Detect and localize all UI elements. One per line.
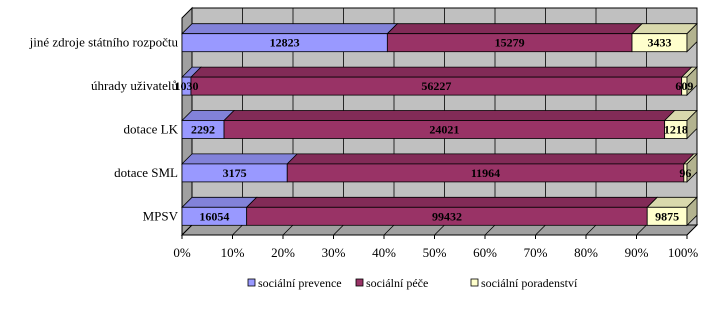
data-labels: 12823 15279 3433 1030 56227 609 2292 24021 1218 3… bbox=[174, 36, 693, 224]
data-label: 99432 bbox=[432, 209, 462, 223]
bar-end-face bbox=[686, 109, 698, 140]
data-label: 3433 bbox=[648, 36, 672, 50]
floor-gridline bbox=[535, 224, 546, 236]
x-tick-label: 50% bbox=[423, 245, 447, 260]
data-label: 11964 bbox=[471, 166, 500, 180]
floor-gridline bbox=[636, 224, 647, 236]
legend-item: sociální poradenství bbox=[470, 276, 578, 290]
data-label: 1218 bbox=[664, 123, 688, 137]
bar-segment-top bbox=[223, 110, 676, 121]
category-label: MPSV bbox=[143, 208, 179, 223]
x-tick-label: 70% bbox=[524, 245, 548, 260]
bar-segment-top bbox=[181, 153, 299, 165]
legend-label: sociální poradenství bbox=[481, 276, 578, 290]
data-label: 609 bbox=[675, 79, 693, 93]
data-label: 56227 bbox=[421, 79, 451, 93]
x-tick-label: 60% bbox=[473, 245, 497, 260]
category-labels: jiné zdroje státního rozpočtu úhrady uživ… bbox=[29, 35, 179, 224]
legend-item: sociální prevence bbox=[247, 276, 342, 290]
bar-segment-top bbox=[245, 196, 659, 208]
legend-swatch bbox=[470, 278, 479, 287]
floor-gridline bbox=[686, 224, 698, 236]
legend-swatch bbox=[355, 278, 364, 287]
bar-end-face bbox=[686, 22, 698, 53]
bar-end-face bbox=[686, 196, 698, 227]
legend-label: sociální prevence bbox=[258, 276, 342, 290]
floor-gridline bbox=[333, 224, 344, 236]
category-label: dotace SML bbox=[114, 165, 178, 180]
floor-gridline bbox=[383, 224, 395, 236]
category-label: jiné zdroje státního rozpočtu bbox=[29, 35, 179, 50]
bar-end-face bbox=[686, 66, 698, 97]
bar-segment-top bbox=[181, 196, 258, 208]
x-axis-tick-labels: 0% 10% 20% 30% 40% 50% 60% 70% 80% 90% 100% bbox=[173, 245, 698, 260]
x-tick-label: 100% bbox=[668, 245, 699, 260]
x-tick-label: 0% bbox=[173, 245, 191, 260]
floor-gridline bbox=[484, 224, 496, 236]
floor-gridline bbox=[282, 224, 294, 236]
data-label: 96 bbox=[679, 166, 691, 180]
x-tick-label: 10% bbox=[221, 245, 245, 260]
data-label: 2292 bbox=[191, 123, 215, 137]
data-label: 3175 bbox=[223, 166, 247, 180]
data-label: 15279 bbox=[495, 36, 525, 50]
data-label: 1030 bbox=[174, 79, 198, 93]
bar-segment-top bbox=[386, 23, 643, 35]
floor-gridline bbox=[181, 224, 193, 236]
data-label: 9875 bbox=[655, 209, 679, 223]
floor-gridline bbox=[585, 224, 597, 236]
legend: sociální prevence sociální péče sociální p… bbox=[247, 276, 578, 290]
x-tick-label: 20% bbox=[271, 245, 295, 260]
category-label: dotace LK bbox=[123, 122, 178, 137]
legend-label: sociální péče bbox=[366, 276, 428, 290]
data-label: 24021 bbox=[429, 123, 459, 137]
x-tick-label: 80% bbox=[574, 245, 598, 260]
data-label: 12823 bbox=[270, 36, 300, 50]
bar-segment-top bbox=[631, 23, 698, 35]
x-tick-label: 90% bbox=[625, 245, 649, 260]
legend-item: sociální péče bbox=[355, 276, 428, 290]
x-tick-label: 40% bbox=[372, 245, 396, 260]
bar-end-face bbox=[686, 152, 698, 183]
bar-segment-top bbox=[190, 66, 693, 78]
data-label: 16054 bbox=[199, 209, 229, 223]
floor-gridline bbox=[232, 224, 243, 236]
category-label: úhrady uživatelů bbox=[91, 78, 178, 93]
floor-gridline bbox=[434, 224, 445, 236]
bars bbox=[181, 22, 698, 227]
x-tick-label: 30% bbox=[322, 245, 346, 260]
bar-segment-top bbox=[181, 23, 399, 35]
bar-segment-top bbox=[286, 153, 695, 165]
legend-swatch bbox=[247, 278, 256, 287]
